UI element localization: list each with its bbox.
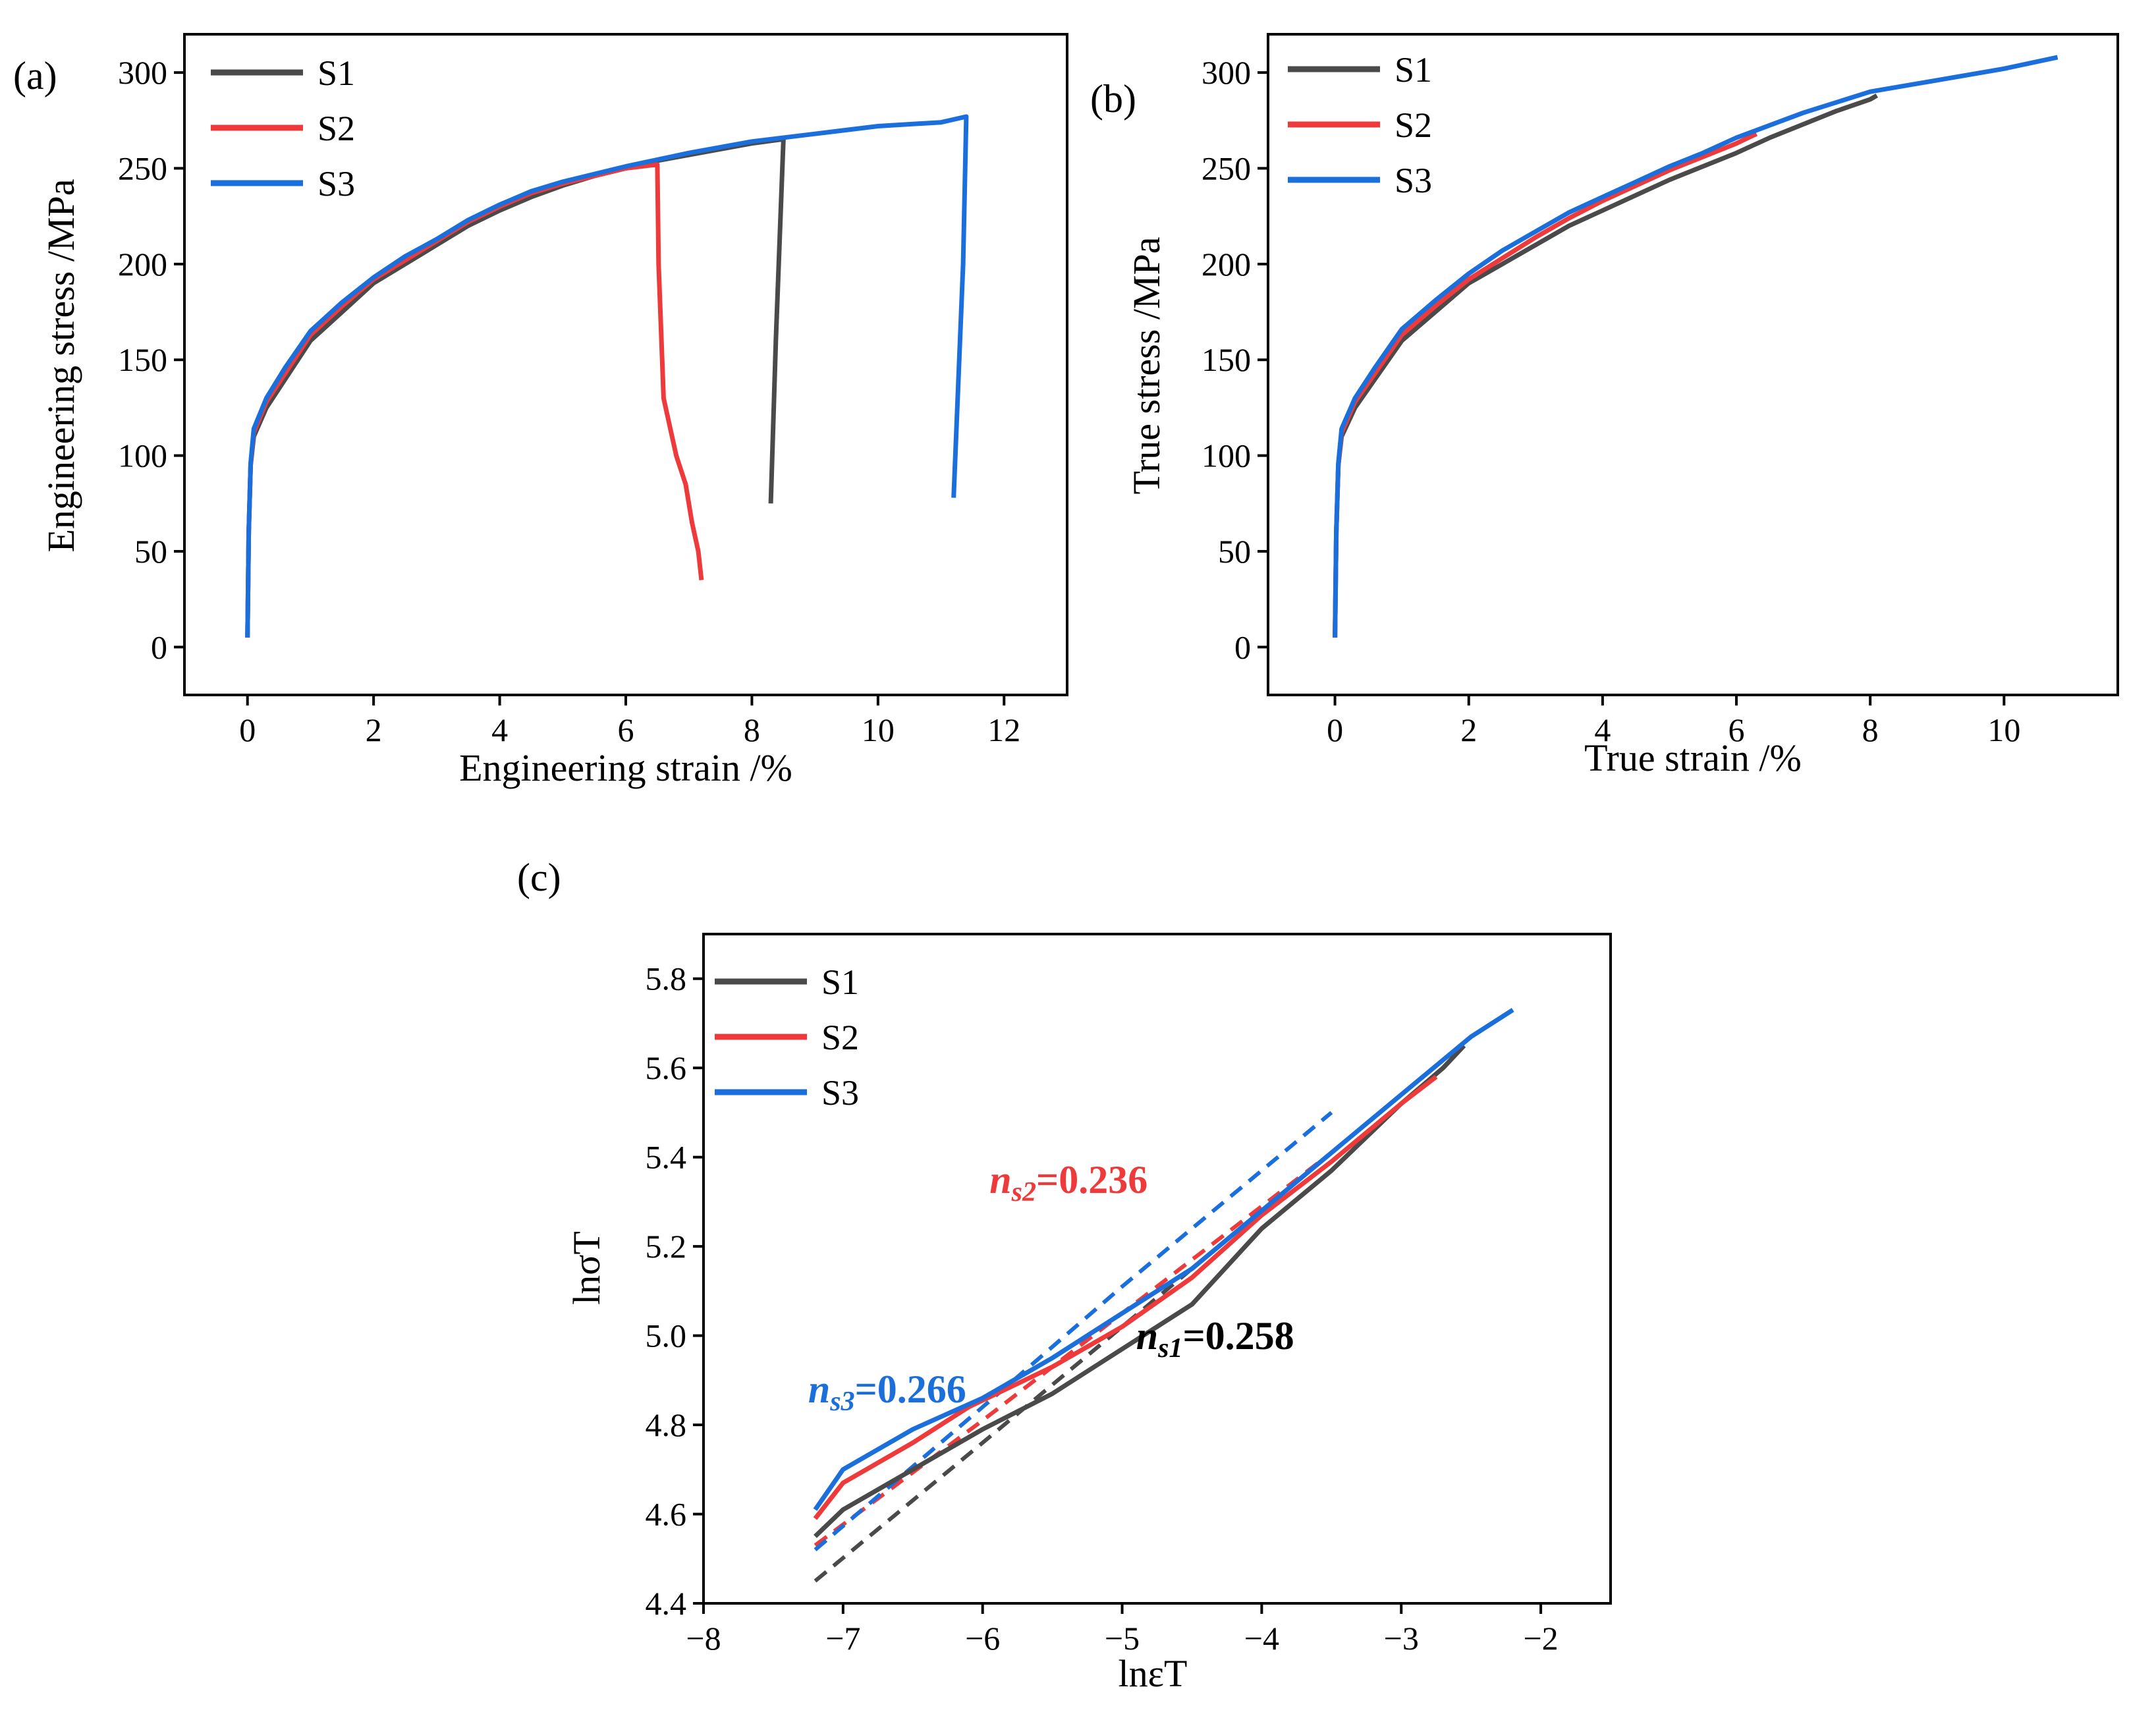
legend-label-s1: S1 [318,53,355,93]
series-line-s3 [245,114,969,638]
x-axis-title: lnεT [1119,1652,1188,1695]
x-tick-label: 0 [1327,711,1343,748]
plot-frame [702,933,1612,1605]
y-tick-label: 0 [151,628,167,665]
y-tick-label: 150 [1202,341,1251,378]
n-value-annotation-s3: ns3=0.266 [808,1368,966,1417]
series-line-s3 [1333,55,2059,638]
legend-label-s2: S2 [318,109,355,148]
n-value-annotation-s1: ns1=0.258 [1136,1314,1294,1364]
x-tick-label: −3 [1384,1620,1419,1657]
series-line-s2 [1333,132,1758,638]
x-tick-label: 8 [744,711,760,748]
fit-line-1 [814,1151,1333,1583]
y-tick-label: 150 [118,341,167,378]
legend-label-s1: S1 [821,962,859,1002]
x-tick-label: −8 [686,1620,721,1657]
x-tick-label: 6 [618,711,634,748]
x-axis-title: Engineering strain /% [459,746,792,789]
y-tick-label: 300 [1202,54,1251,91]
series-line-s3 [813,1008,1514,1511]
x-tick-label: 10 [1987,711,2020,748]
x-tick-label: −5 [1105,1620,1140,1657]
x-tick-label: −6 [965,1620,1000,1657]
y-tick-label: 100 [1202,437,1251,474]
y-tick-label: 5.6 [646,1049,687,1086]
y-tick-label: 5.4 [646,1139,687,1176]
series-line-s1 [814,1043,1466,1538]
chart-panel-1: (a) 0 2 4 6 8 10 12 0 50 100 150 200 250 300 Engineerin… [13,33,1068,789]
y-tick-label: 5.0 [646,1317,687,1354]
y-tick-label: 100 [118,437,167,474]
legend-label-s2: S2 [821,1018,859,1057]
y-axis-title: Engineering stress /MPa [40,179,82,552]
panel-label: (a) [13,54,57,97]
x-tick-label: 10 [862,711,895,748]
chart-panel-3: (c) −8 −7 −6 −5 −4 −3 −2 4.4 4.6 4.8 5.0 5.2 5.4 5.6 5.… [517,856,1612,1695]
legend-label-s3: S3 [318,164,355,204]
x-tick-label: 12 [987,711,1020,748]
y-axis-title: lnσT [565,1231,608,1305]
legend-label-s1: S1 [1395,50,1432,90]
panel-label: (b) [1090,77,1136,121]
series-line-s2 [245,162,704,638]
y-tick-label: 50 [134,533,167,570]
series-line-s1 [245,137,786,638]
series-line-s2 [813,1074,1438,1520]
y-tick-label: 200 [1202,246,1251,283]
x-tick-label: 4 [491,711,508,748]
x-tick-label: 2 [366,711,382,748]
x-tick-label: −2 [1523,1620,1558,1657]
legend-label-s3: S3 [1395,161,1432,200]
y-tick-label: 300 [118,54,167,91]
x-tick-label: −4 [1244,1620,1279,1657]
legend-label-s2: S2 [1395,105,1432,145]
y-tick-label: 200 [118,246,167,283]
plot-frame [1267,33,2119,696]
y-tick-label: 0 [1234,628,1251,665]
n-value-annotation-s2: ns2=0.236 [989,1158,1147,1207]
x-tick-label: 8 [1862,711,1879,748]
y-tick-label: 4.6 [646,1496,687,1533]
y-axis-title: True stress /MPa [1125,236,1168,494]
x-tick-label: −7 [825,1620,860,1657]
x-tick-label: 6 [1728,711,1745,748]
y-tick-label: 250 [1202,150,1251,187]
x-tick-label: 4 [1594,711,1611,748]
legend-label-s3: S3 [821,1073,859,1113]
y-tick-label: 250 [118,150,167,187]
y-tick-label: 5.8 [646,960,687,997]
y-tick-label: 4.4 [646,1585,687,1622]
y-tick-label: 50 [1218,533,1251,570]
fit-line-3 [814,1111,1333,1551]
x-tick-label: 0 [239,711,256,748]
y-tick-label: 5.2 [646,1228,687,1265]
plot-frame [183,33,1068,696]
x-axis-title: True strain /% [1584,736,1802,779]
panel-label: (c) [517,856,561,899]
y-tick-label: 4.8 [646,1406,687,1443]
x-tick-label: 2 [1460,711,1477,748]
